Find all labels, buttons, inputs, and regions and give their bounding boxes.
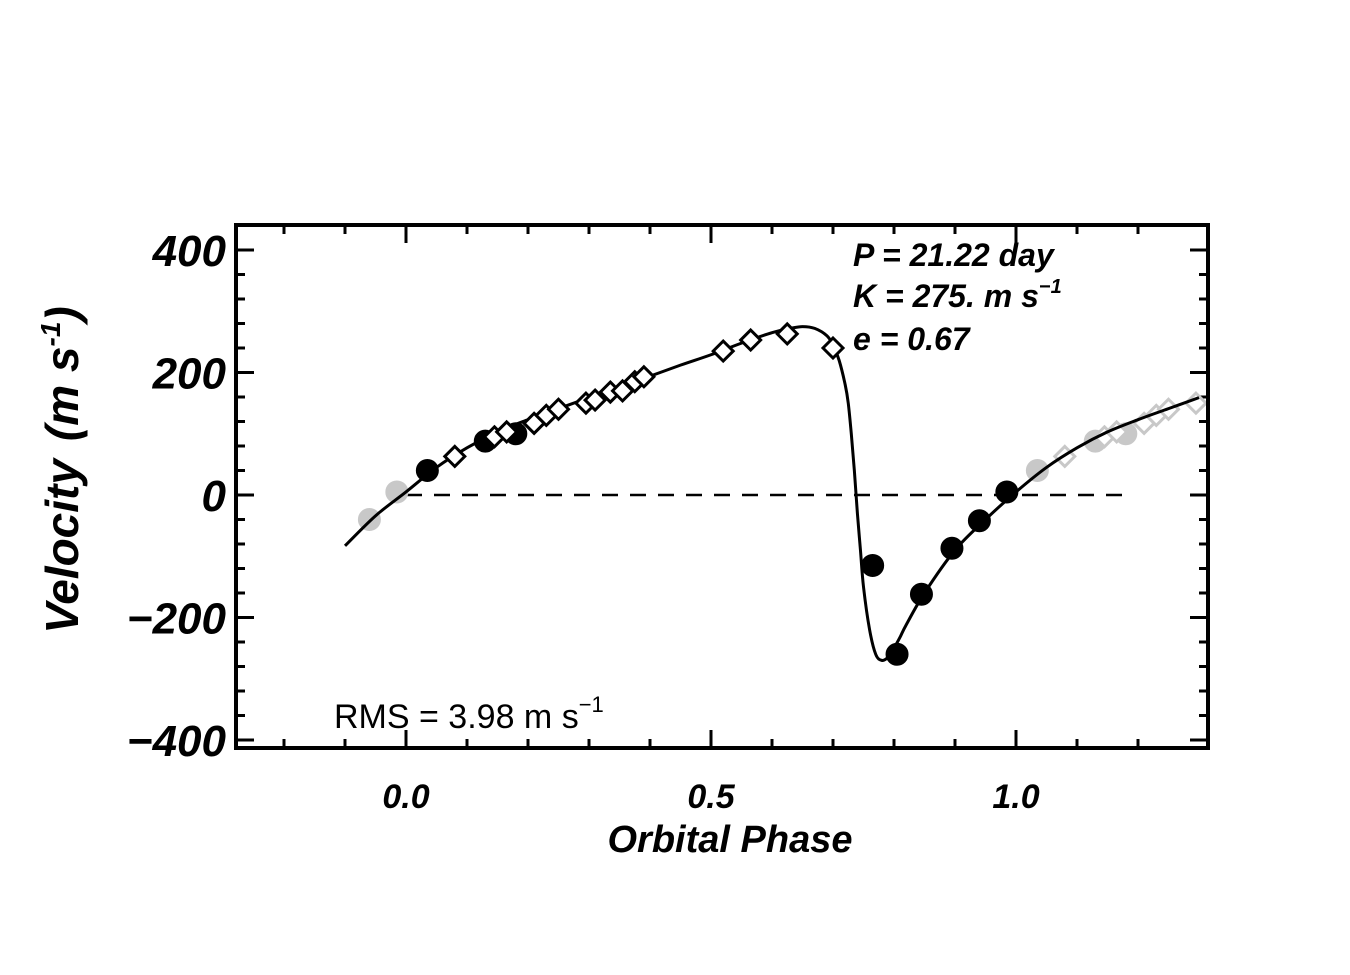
svg-text:Velocity(m s-1): Velocity (m s-1) — [35, 306, 88, 634]
y-axis-label: Velocity (m s-1) — [35, 306, 88, 634]
y-tick-label: 0 — [202, 472, 227, 521]
data-point-diamond — [738, 327, 763, 353]
orbit-model-curve — [343, 325, 1200, 662]
data-point-circle — [415, 459, 439, 482]
x-tick-label: 0.0 — [382, 778, 429, 816]
axis-ticks — [236, 225, 1208, 748]
x-axis-label: Orbital Phase — [608, 819, 853, 861]
y-axis-unit-close: ) — [36, 306, 88, 326]
rms-annotation: RMS = 3.98 m s−1 — [334, 692, 604, 736]
y-axis-label-text: Velocity — [36, 457, 88, 634]
data-point-circle — [995, 480, 1019, 504]
repeated-phase-points — [357, 391, 1208, 531]
x-tick-label: 1.0 — [992, 778, 1039, 816]
plot-frame — [234, 223, 1210, 750]
y-axis-unit-exponent: -1 — [35, 322, 66, 347]
data-point-circle — [1025, 459, 1049, 482]
y-tick-label: 200 — [152, 350, 227, 399]
y-tick-label: −200 — [127, 595, 227, 644]
data-point-diamond — [631, 364, 657, 389]
data-point-diamond — [494, 419, 519, 445]
data-point-circle — [940, 536, 964, 560]
amplitude-annotation: K = 275. m s−1 — [853, 276, 1062, 314]
period-annotation: P = 21.22 day — [853, 237, 1056, 273]
data-point-circle — [967, 509, 991, 533]
data-point-diamond — [582, 387, 608, 413]
data-point-circle — [909, 582, 933, 606]
data-points — [415, 321, 1019, 666]
data-point-circle — [861, 553, 885, 577]
y-axis-unit: (m s — [36, 346, 88, 441]
data-point-diamond — [711, 338, 736, 364]
data-point-diamond — [820, 335, 846, 361]
y-tick-label: 400 — [152, 227, 227, 276]
data-point-diamond — [442, 444, 467, 469]
data-point-circle — [885, 642, 909, 666]
data-point-diamond — [546, 397, 571, 422]
data-point-diamond — [775, 321, 800, 347]
tick-labels: 400 200 0 −200 −400 0.0 0.5 1.0 — [127, 227, 1040, 816]
y-tick-label: −400 — [127, 717, 227, 766]
x-tick-label: 0.5 — [687, 778, 735, 816]
eccentricity-annotation: e = 0.67 — [853, 321, 972, 357]
